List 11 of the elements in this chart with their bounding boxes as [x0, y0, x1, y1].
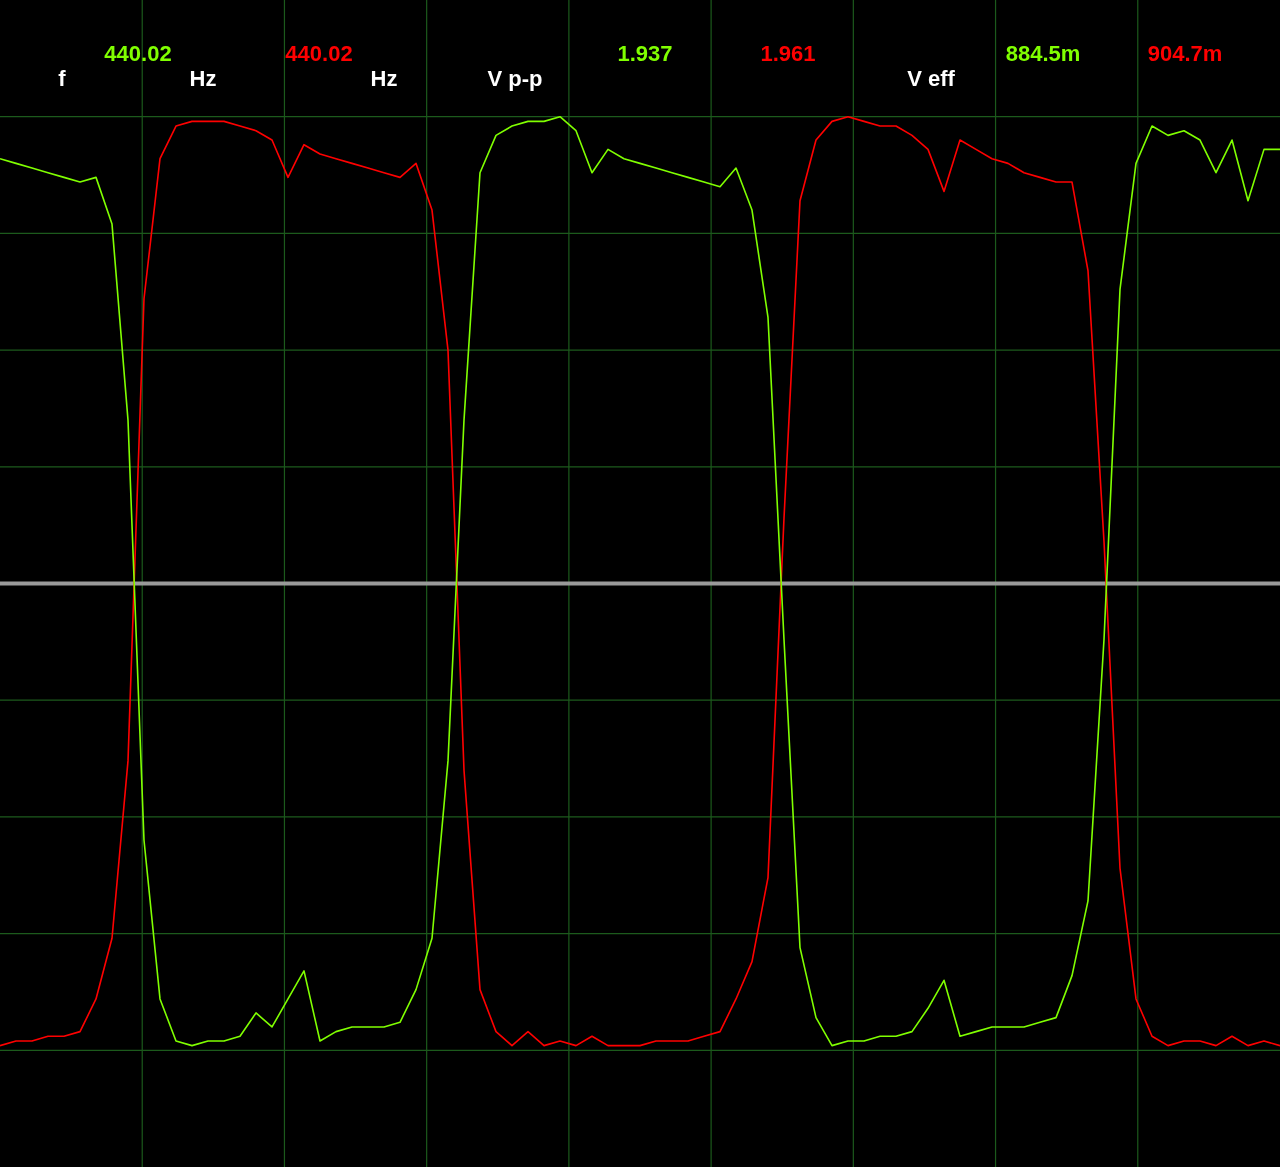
text: 440.02 — [285, 41, 353, 67]
text: 884.5m — [1005, 41, 1081, 67]
text: Hz — [189, 66, 217, 92]
text: V p-p — [487, 66, 543, 92]
text: V eff — [907, 66, 956, 92]
text: 1.961 — [760, 41, 816, 67]
text: Hz — [370, 66, 398, 92]
text: 1.937 — [617, 41, 673, 67]
text: 904.7m — [1147, 41, 1223, 67]
text: f — [58, 66, 67, 92]
text: 440.02 — [104, 41, 172, 67]
